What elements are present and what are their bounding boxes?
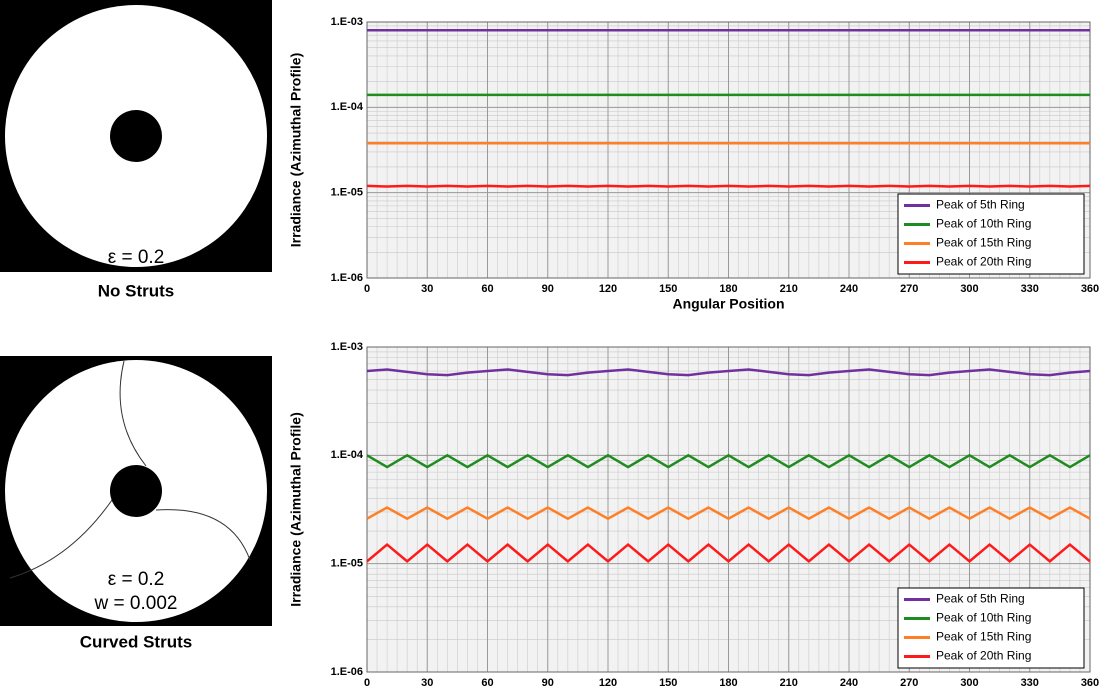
series-line — [366, 368, 1091, 377]
y-axis-label: Irradiance (Azimuthal Profile) — [288, 412, 304, 606]
legend-label: Peak of 15th Ring — [936, 630, 1031, 644]
x-tick-label: 210 — [780, 283, 798, 295]
y-tick-label: 1.E-05 — [331, 558, 363, 570]
legend-label: Peak of 5th Ring — [936, 198, 1025, 212]
aperture-label: ε = 0.2 — [108, 569, 165, 590]
legend-label: Peak of 10th Ring — [936, 611, 1031, 625]
x-tick-label: 360 — [1081, 283, 1099, 295]
y-tick-label: 1.E-05 — [331, 187, 363, 199]
aperture-no-struts: ε = 0.2 No Struts — [0, 0, 272, 300]
y-tick-label: 1.E-04 — [331, 449, 364, 461]
x-tick-label: 120 — [599, 283, 617, 295]
aperture-caption: Curved Struts — [80, 632, 192, 651]
x-tick-label: 330 — [1021, 677, 1039, 689]
y-tick-label: 1.E-03 — [331, 341, 363, 353]
chart: 1.E-06 1.E-05 1.E-04 1.E-03 0 30 60 90 120 150 180… — [288, 16, 1099, 312]
legend-label: Peak of 20th Ring — [936, 255, 1031, 269]
aperture-label: ε = 0.2 — [108, 247, 165, 268]
x-tick-label: 30 — [421, 283, 433, 295]
legend-box — [897, 193, 1085, 275]
x-tick-label: 300 — [960, 283, 978, 295]
series-line — [366, 506, 1091, 521]
legend-label: Peak of 15th Ring — [936, 236, 1031, 250]
aperture-label: w = 0.002 — [94, 593, 178, 614]
x-tick-label: 0 — [364, 283, 370, 295]
x-tick-label: 30 — [421, 677, 433, 689]
y-tick-label: 1.E-06 — [331, 666, 363, 678]
legend-box — [897, 587, 1085, 669]
y-tick-label: 1.E-04 — [331, 101, 364, 113]
x-tick-label: 300 — [960, 677, 978, 689]
y-tick-label: 1.E-03 — [331, 16, 363, 28]
aperture-curved-struts: ε = 0.2 w = 0.002 Curved Struts — [0, 356, 272, 651]
series-line — [366, 542, 1091, 564]
x-tick-label: 90 — [542, 283, 554, 295]
x-axis-label: Angular Position — [673, 296, 785, 312]
x-tick-label: 240 — [840, 677, 858, 689]
x-tick-label: 0 — [364, 677, 370, 689]
y-axis-label: Irradiance (Azimuthal Profile) — [288, 53, 304, 247]
series-line — [366, 184, 1091, 188]
series-line — [366, 453, 1091, 469]
plot-frame — [366, 21, 1091, 279]
x-tick-label: 150 — [659, 677, 677, 689]
x-tick-label: 270 — [900, 283, 918, 295]
legend-label: Peak of 20th Ring — [936, 649, 1031, 663]
legend-label: Peak of 5th Ring — [936, 592, 1025, 606]
aperture-caption: No Struts — [98, 281, 175, 300]
x-axis-label: Angular Position — [673, 690, 785, 691]
x-tick-label: 270 — [900, 677, 918, 689]
x-tick-label: 180 — [719, 677, 737, 689]
x-tick-label: 120 — [599, 677, 617, 689]
x-tick-label: 330 — [1021, 283, 1039, 295]
x-tick-label: 90 — [542, 677, 554, 689]
x-tick-label: 180 — [719, 283, 737, 295]
x-tick-label: 60 — [481, 283, 493, 295]
x-tick-label: 210 — [780, 677, 798, 689]
y-tick-label: 1.E-06 — [331, 272, 363, 284]
x-tick-label: 60 — [481, 677, 493, 689]
x-tick-label: 150 — [659, 283, 677, 295]
chart: 1.E-06 1.E-05 1.E-04 1.E-03 0 30 60 90 120 150 180… — [288, 341, 1099, 691]
plot-frame — [366, 346, 1091, 673]
x-tick-label: 360 — [1081, 677, 1099, 689]
legend-label: Peak of 10th Ring — [936, 217, 1031, 231]
x-tick-label: 240 — [840, 283, 858, 295]
